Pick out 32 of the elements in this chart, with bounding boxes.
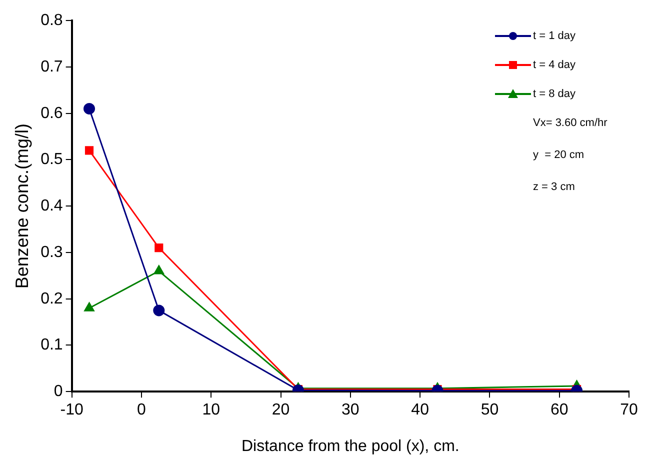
x-tick-label: 10 [202,402,220,419]
y-tick-label: 0.8 [40,12,63,30]
point [154,265,164,274]
point [153,304,165,316]
legend-label: t = 1 day [533,30,576,42]
y-tick-label: 0.5 [40,151,63,168]
y-tick-label: 0.6 [40,104,63,122]
point [84,102,96,114]
annotation: z = 3 cm [532,181,576,193]
y-tick-label: 0.7 [40,58,63,76]
y-tick-label: 0.1 [40,336,63,354]
y-tick-label: 0.4 [40,198,63,215]
point [84,146,94,155]
x-tick-label: 20 [272,402,290,419]
x-tick-label: -10 [60,402,84,419]
x-tick-label: 0 [137,402,146,419]
legend-label: t = 8 day [533,88,576,100]
x-tick-label: 30 [342,402,360,419]
annotation: y = 20 cm [532,149,586,161]
y-tick-label: 0.2 [40,290,63,308]
y-axis-title: Benzene conc.(mg/l) [12,124,32,289]
legend-label: t = 4 day [533,59,576,71]
y-tick-label: 0.3 [40,244,63,261]
x-tick-label: 70 [620,402,638,419]
x-axis-title: Distance from the pool (x), cm. [242,438,460,455]
point [84,302,94,312]
x-tick-label: 60 [550,402,568,419]
annotation: Vx= 3.60 cm/hr [532,117,608,129]
x-tick-label: 40 [411,402,430,419]
y-tick-label: 0 [54,383,63,400]
x-tick-label: 50 [480,402,499,419]
point [154,244,164,252]
